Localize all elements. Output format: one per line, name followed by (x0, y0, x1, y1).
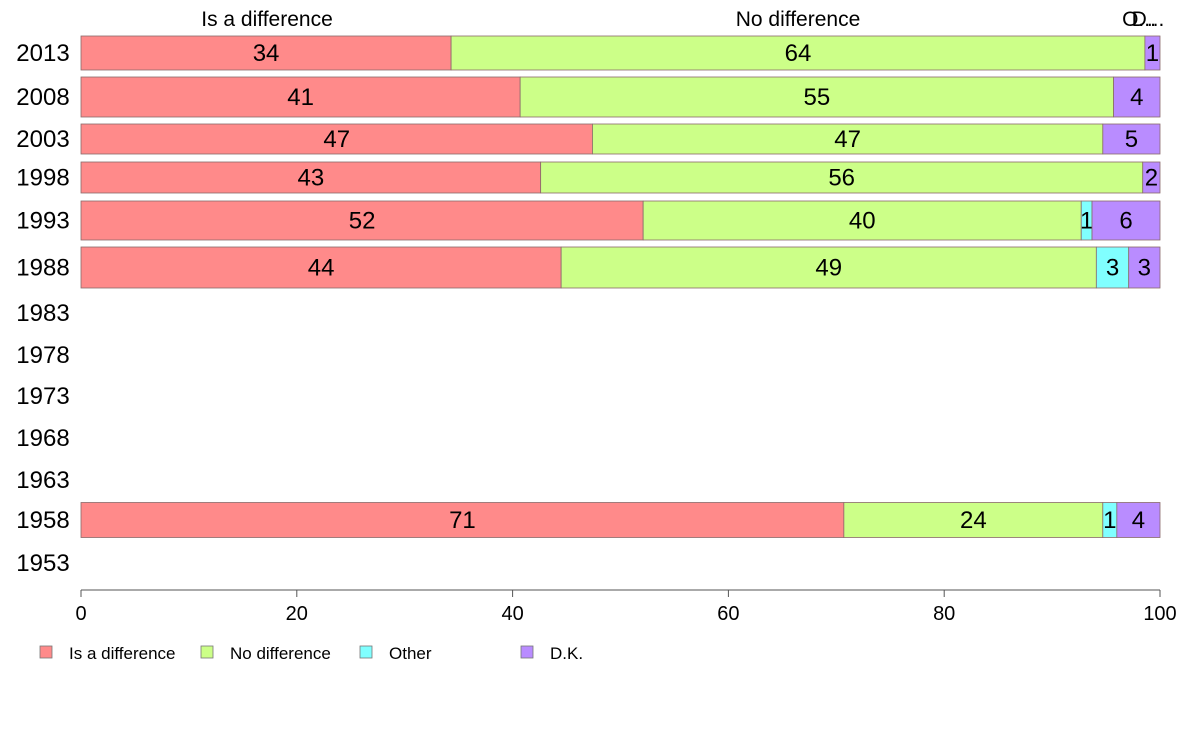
bar-value-label: 1 (1080, 208, 1093, 235)
legend-label: Other (389, 644, 432, 663)
bar-value-label: 43 (297, 165, 324, 192)
bar-value-label: 52 (349, 208, 376, 235)
bar-segment (80, 123, 593, 155)
y-tick-label: 1953 (16, 550, 69, 577)
y-tick-label: 1973 (16, 383, 69, 410)
x-tick-label: 80 (933, 603, 955, 625)
y-tick-label: 1963 (16, 467, 69, 494)
bar-value-label: 41 (287, 84, 314, 111)
legend-swatch (39, 645, 53, 659)
legend-swatch (200, 645, 214, 659)
y-tick-label: 1978 (16, 342, 69, 369)
bar-value-label: 6 (1119, 208, 1132, 235)
bar-value-label: 71 (449, 507, 476, 534)
bar-value-label: 44 (308, 255, 335, 282)
bar-value-label: 34 (253, 40, 280, 67)
legend-label: No difference (230, 644, 331, 663)
x-axis: 0 20 40 60 80 100 (75, 589, 1177, 625)
bar-value-label: 3 (1106, 255, 1119, 282)
bar-segment (592, 123, 1104, 155)
bar-segment (1095, 246, 1130, 289)
bar-segment (1102, 123, 1161, 155)
y-tick-label: 2003 (16, 126, 69, 153)
top-label: D... (1132, 8, 1165, 31)
bar-value-label: 2 (1145, 165, 1158, 192)
bar-value-label: 64 (785, 40, 812, 67)
bar-value-label: 24 (960, 507, 987, 534)
bar-segment (80, 200, 644, 241)
y-axis-labels: 2013 2008 2003 1998 1993 1988 1983 1978 1973 1968… (16, 40, 69, 577)
legend-label: D.K. (550, 644, 583, 663)
bar-segment (1144, 35, 1161, 71)
y-tick-label: 1993 (16, 208, 69, 235)
bar-value-label: 47 (323, 126, 350, 153)
bar-segment (519, 76, 1115, 118)
legend-swatch (520, 645, 534, 659)
bars: 34 64 141 55 447 47 543 56 252 40 1 644 49 3 371 24 1 4 (80, 35, 1161, 538)
y-tick-label: 1988 (16, 255, 69, 282)
bar-value-label: 1 (1146, 40, 1159, 67)
y-tick-label: 1968 (16, 425, 69, 452)
y-tick-label: 2013 (16, 40, 69, 67)
bar-value-label: 49 (815, 255, 842, 282)
top-label: Is a difference (201, 8, 333, 31)
bar-value-label: 56 (828, 165, 855, 192)
bar-segment (80, 502, 845, 538)
x-tick-label: 60 (717, 603, 739, 625)
legend-swatch (359, 645, 373, 659)
bar-segment (642, 200, 1082, 241)
x-tick-label: 40 (501, 603, 523, 625)
x-tick-label: 20 (286, 603, 308, 625)
y-tick-label: 1983 (16, 300, 69, 327)
bar-value-label: 3 (1138, 255, 1151, 282)
y-tick-label: 1998 (16, 165, 69, 192)
bar-segment (1142, 161, 1161, 194)
legend-label: Is a difference (69, 644, 175, 663)
bar-segment (1116, 502, 1161, 538)
bar-segment (1091, 200, 1161, 241)
bar-value-label: 5 (1125, 126, 1138, 153)
bar-value-label: 4 (1132, 507, 1145, 534)
bar-value-label: 40 (849, 208, 876, 235)
bar-value-label: 47 (834, 126, 861, 153)
bar-segment (560, 246, 1097, 289)
x-tick-label: 0 (75, 603, 86, 625)
bar-value-label: 1 (1103, 507, 1116, 534)
top-label: No difference (736, 8, 861, 31)
bar-segment (1113, 76, 1161, 118)
bar-segment (80, 76, 521, 118)
bar-segment (80, 246, 562, 289)
bar-segment (1128, 246, 1161, 289)
bar-segment (80, 161, 542, 194)
y-tick-label: 2008 (16, 84, 69, 111)
top-label: O... (1122, 8, 1156, 31)
y-tick-label: 1958 (16, 507, 69, 534)
x-tick-label: 100 (1143, 603, 1176, 625)
top-series-labels: Is a difference No difference O...D... (201, 8, 1164, 31)
bar-value-label: 55 (804, 84, 831, 111)
bar-segment (450, 35, 1146, 71)
legend: Is a difference No difference Other D.K. (39, 644, 583, 663)
bar-segment (540, 161, 1144, 194)
bar-segment (843, 502, 1104, 538)
bar-value-label: 4 (1130, 84, 1143, 111)
